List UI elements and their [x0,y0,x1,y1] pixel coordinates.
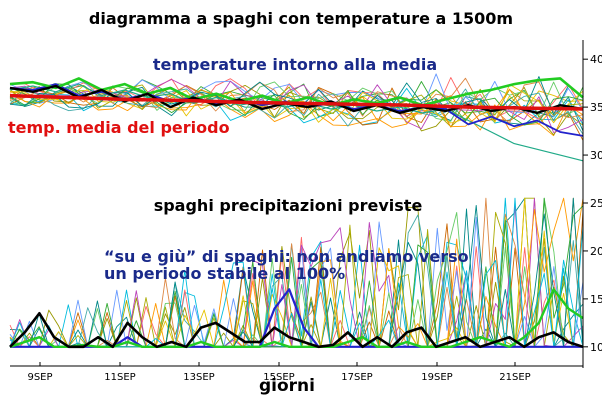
temperature-control-line [9,84,584,115]
temperature-period-mean-line [9,93,584,111]
annotation-temp-around-mean: temperature intorno alla media [153,55,437,74]
y-tick-label: 20 [590,245,602,258]
annotation-period-mean-temp: temp. media del periodo [8,118,230,137]
y-tick-label: 10 [590,341,602,354]
precipitation-control-line [9,311,584,349]
x-tick-label: 11SEP [104,372,135,383]
x-axis-label: giorni [259,376,315,396]
temperature-green-member [9,77,584,107]
highlighted-members [9,77,584,349]
chart-title: diagramma a spaghi con temperature a 150… [89,9,513,28]
y-tick-label: 40 [590,53,602,66]
y-tick-label: 35 [590,101,602,114]
x-tick-label: 15SEP [263,372,294,383]
y-tick-label: 25 [590,197,602,210]
annotation-up-down-line1: “su e giù” di spaghi: non andiamo verso [104,247,469,266]
annotation-up-down-line2: un periodo stabile al 100% [104,264,345,283]
annotation-precip-spaghetti: spaghi precipitazioni previste [154,196,423,215]
x-tick-label: 21SEP [499,372,530,383]
x-tick-label: 9SEP [27,372,52,383]
precipitation-green-member [9,288,584,348]
x-tick-label: 13SEP [183,372,214,383]
x-tick-label: 19SEP [421,372,452,383]
temperature-member-line [9,84,584,141]
x-axis-ticks: 9SEP 11SEP 13SEP 15SEP 17SEP 19SEP 21SEP [27,362,531,383]
precipitation-member-line [9,197,584,348]
y-tick-label: 15 [590,293,602,306]
y-axis-ticks: 10 15 20 25 30 35 40 [583,53,602,354]
x-tick-label: 17SEP [341,372,372,383]
y-tick-label: 30 [590,149,602,162]
